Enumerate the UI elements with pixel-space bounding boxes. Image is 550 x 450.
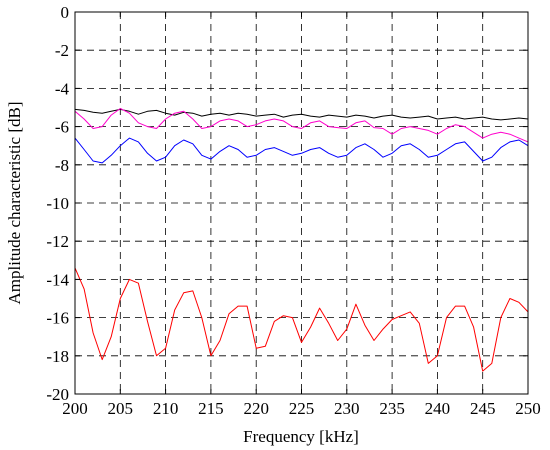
y-tick-label: 0 — [61, 3, 70, 22]
y-tick-label: -14 — [46, 270, 69, 289]
x-tick-label: 230 — [334, 399, 360, 418]
x-tick-label: 240 — [425, 399, 451, 418]
x-axis-label: Frequency [kHz] — [243, 427, 359, 446]
series-layer — [74, 108, 529, 372]
y-tick-label: -18 — [46, 347, 69, 366]
y-tick-label: -12 — [46, 232, 69, 251]
x-tick-label: 225 — [289, 399, 315, 418]
series-line-2 — [74, 108, 529, 143]
ticks: 200 205 210 215 220 225 230 235 240 245 250 0 -2 -4 -6… — [46, 3, 540, 418]
series-line-1 — [74, 108, 529, 121]
series-line-3 — [74, 137, 529, 164]
x-tick-label: 245 — [470, 399, 496, 418]
y-axis-label: Amplitude characteristic [dB] — [5, 102, 24, 305]
grid — [75, 12, 528, 394]
y-tick-label: -8 — [55, 156, 69, 175]
y-tick-label: -20 — [46, 385, 69, 404]
x-tick-label: 250 — [515, 399, 541, 418]
x-tick-label: 200 — [62, 399, 88, 418]
y-tick-label: -2 — [55, 41, 69, 60]
x-tick-label: 215 — [198, 399, 224, 418]
y-tick-label: -16 — [46, 309, 69, 328]
x-tick-label: 235 — [379, 399, 405, 418]
y-tick-label: -6 — [55, 118, 69, 137]
series-line-4 — [74, 267, 529, 372]
x-tick-label: 205 — [108, 399, 134, 418]
x-tick-label: 210 — [153, 399, 179, 418]
y-tick-label: -10 — [46, 194, 69, 213]
x-tick-label: 220 — [243, 399, 269, 418]
y-tick-label: -4 — [55, 79, 70, 98]
